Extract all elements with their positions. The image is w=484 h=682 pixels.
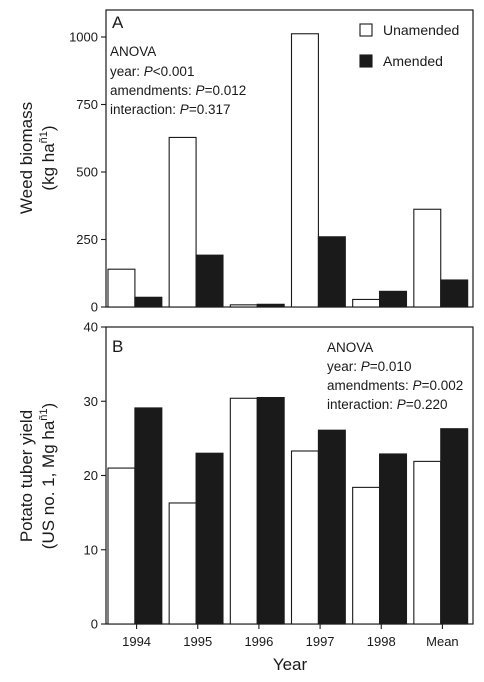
panel-b-anova-interaction: interaction: P=0.220 xyxy=(327,397,447,412)
bar-amended-1998 xyxy=(379,453,408,625)
panel-a-anova-amendments: amendments: P=0.012 xyxy=(110,83,246,98)
panel-b-anova: ANOVA year: P=0.010 amendments: P=0.002 … xyxy=(327,340,463,412)
panel-a-letter: A xyxy=(112,13,124,32)
x-tick-label: 1995 xyxy=(183,634,212,649)
panel-a-bars xyxy=(107,33,469,308)
panel-a-anova: ANOVA year: P<0.001 amendments: P=0.012 … xyxy=(110,44,246,117)
y-tick-label: 250 xyxy=(76,232,98,247)
x-tick-label: 1994 xyxy=(122,634,151,649)
y-tick-label: 10 xyxy=(84,542,98,557)
panel-b-anova-year: year: P=0.010 xyxy=(327,359,411,374)
bar-amended-mean xyxy=(440,428,469,625)
x-tick-label: 1997 xyxy=(306,634,335,649)
panel-b-y-ticks: 0 10 20 30 40 xyxy=(84,320,106,632)
panel-b-letter: B xyxy=(112,337,123,356)
bar-unamended-1998 xyxy=(352,486,381,625)
bar-unamended-1994 xyxy=(107,467,136,625)
panel-a-ylabel-line1: Weed biomass xyxy=(17,102,36,214)
bar-amended-1997 xyxy=(317,236,346,308)
panel-b-bars xyxy=(107,396,469,625)
legend-label-unamended: Unamended xyxy=(383,22,459,38)
bar-unamended-1996 xyxy=(229,304,258,308)
bar-amended-1995 xyxy=(195,254,224,308)
bar-amended-1996 xyxy=(256,396,285,625)
x-ticks: 1994 1995 1996 1997 1998 Mean xyxy=(122,624,459,649)
y-tick-label: 0 xyxy=(91,617,98,632)
bar-unamended-1995 xyxy=(168,502,197,625)
legend-swatch-amended xyxy=(359,54,373,68)
y-tick-label: 20 xyxy=(84,468,98,483)
bar-amended-1996 xyxy=(256,303,285,308)
bar-unamended-1997 xyxy=(290,450,319,625)
legend-label-amended: Amended xyxy=(383,53,443,69)
legend: Unamended Amended xyxy=(359,22,459,69)
bar-unamended-1994 xyxy=(107,268,136,308)
bar-amended-1995 xyxy=(195,452,224,625)
bar-unamended-mean xyxy=(413,208,442,308)
y-tick-label: 0 xyxy=(91,300,98,315)
bar-unamended-1998 xyxy=(352,298,381,308)
panel-b-anova-amendments: amendments: P=0.002 xyxy=(327,378,463,393)
bar-unamended-1996 xyxy=(229,397,258,625)
bar-amended-mean xyxy=(440,279,469,308)
x-tick-label: Mean xyxy=(426,634,459,649)
x-axis-label: Year xyxy=(273,655,308,674)
bar-unamended-1995 xyxy=(168,136,197,308)
y-tick-label: 750 xyxy=(76,97,98,112)
bar-amended-1997 xyxy=(317,429,346,625)
bar-unamended-mean xyxy=(413,460,442,625)
panel-a-ylabel-line2: (kg hañ1) xyxy=(38,125,58,190)
legend-swatch-unamended xyxy=(359,23,373,37)
x-tick-label: 1998 xyxy=(367,634,396,649)
panel-b-ylabel-line1: Potato tuber yield xyxy=(17,410,36,542)
bar-amended-1998 xyxy=(379,290,408,308)
panel-a-anova-year: year: P<0.001 xyxy=(110,64,194,79)
panel-a-y-ticks: 0 250 500 750 1000 xyxy=(69,30,106,315)
panel-b: B 0 10 20 30 40 1994 1995 1996 1997 1998 Mean Pot… xyxy=(17,320,474,649)
panel-a-frame xyxy=(105,9,474,308)
panel-b-anova-title: ANOVA xyxy=(327,340,373,355)
panel-a-anova-title: ANOVA xyxy=(110,44,156,59)
y-tick-label: 30 xyxy=(84,394,98,409)
y-tick-label: 1000 xyxy=(69,30,98,45)
panel-a-anova-interaction: interaction: P=0.317 xyxy=(110,102,230,117)
x-tick-label: 1996 xyxy=(244,634,273,649)
y-tick-label: 500 xyxy=(76,165,98,180)
bar-unamended-1997 xyxy=(290,33,319,308)
panel-b-ylabel-line2: (US no. 1, Mg hañ1) xyxy=(38,403,58,549)
y-tick-label: 40 xyxy=(84,320,98,335)
bar-amended-1994 xyxy=(134,296,163,308)
bar-amended-1994 xyxy=(134,407,163,625)
